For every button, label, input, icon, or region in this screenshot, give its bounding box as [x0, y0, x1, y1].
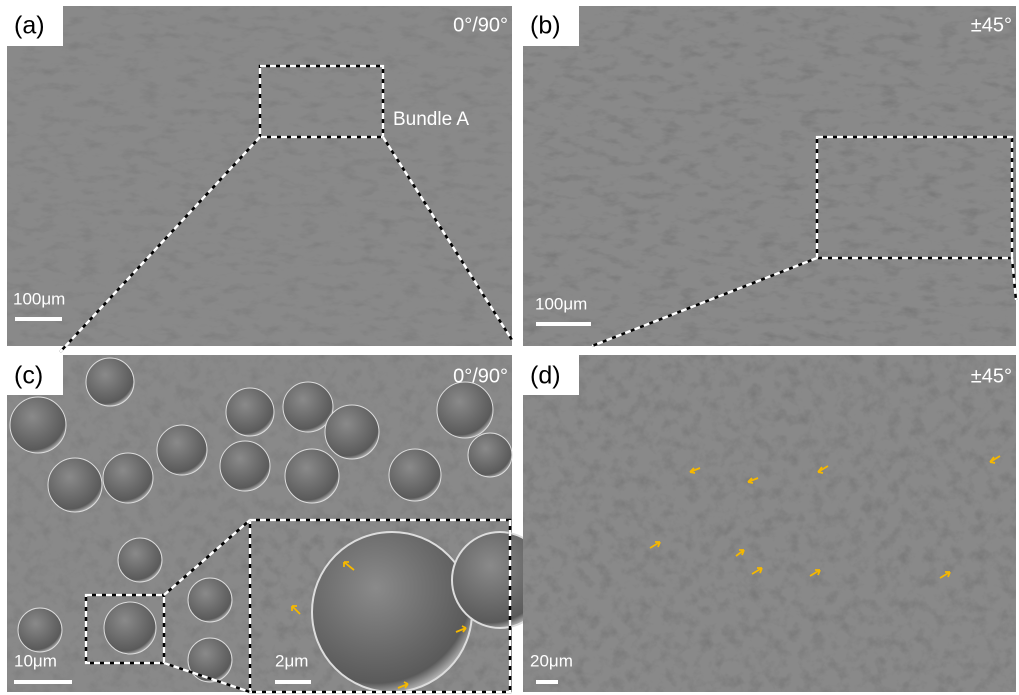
scale-bar-label: 100μm — [13, 289, 65, 308]
panel-label: (a) — [14, 12, 45, 40]
annotation: Bundle A — [393, 109, 469, 130]
scale-bar-label: 10μm — [14, 651, 57, 670]
scale-bar-label: 2μm — [275, 651, 308, 670]
figure: (a) (b) (c) (d) 0°/90° ±45° 0°/90° ±45° … — [0, 0, 1019, 695]
panel-label: (b) — [530, 12, 561, 40]
scale-bar-label: 20μm — [530, 651, 573, 670]
panel-label: (c) — [14, 362, 43, 390]
panel-d-image — [523, 355, 1016, 692]
panel-a-image — [7, 6, 512, 346]
orientation: ±45° — [971, 14, 1012, 36]
panel-b-image — [523, 6, 1016, 346]
orientation: 0°/90° — [453, 365, 508, 387]
panel-c-image — [7, 355, 548, 692]
orientation: 0°/90° — [453, 14, 508, 36]
panel-label: (d) — [530, 362, 561, 390]
scale-bar-label: 100μm — [535, 294, 587, 313]
orientation: ±45° — [971, 365, 1012, 387]
